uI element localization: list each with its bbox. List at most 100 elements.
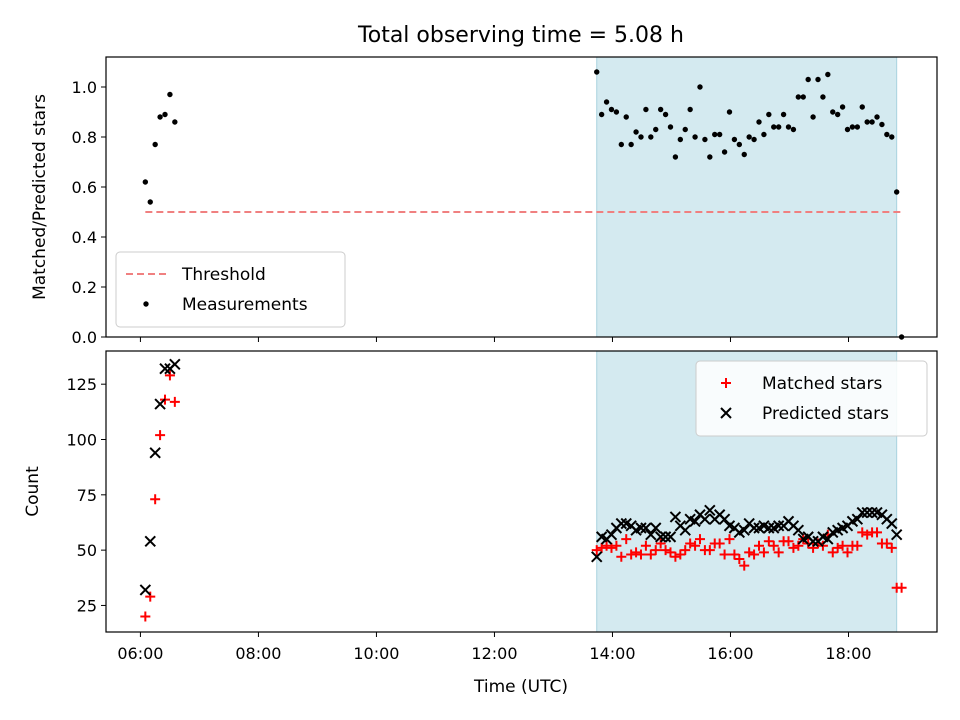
data-point bbox=[694, 534, 705, 545]
data-point bbox=[857, 527, 868, 538]
data-point bbox=[142, 179, 149, 185]
data-point bbox=[810, 114, 816, 120]
y-tick-label: 0.4 bbox=[72, 228, 97, 247]
y-tick-label: 0.8 bbox=[72, 128, 97, 147]
data-point bbox=[884, 131, 890, 138]
y-axis-label: Matched/Predicted stars bbox=[30, 94, 50, 300]
data-point bbox=[699, 513, 711, 525]
data-point bbox=[792, 524, 805, 536]
y-tick-label: 0.2 bbox=[72, 278, 97, 297]
data-point bbox=[753, 540, 764, 551]
data-point bbox=[704, 545, 715, 556]
data-point bbox=[749, 549, 760, 560]
data-point bbox=[790, 126, 797, 133]
data-point bbox=[718, 513, 731, 525]
legend-x-icon bbox=[720, 407, 732, 419]
data-point bbox=[825, 71, 831, 78]
data-point bbox=[729, 549, 740, 560]
data-point bbox=[773, 547, 784, 558]
data-point bbox=[615, 517, 628, 530]
data-point bbox=[738, 524, 750, 536]
y-tick-label: 0.6 bbox=[72, 178, 97, 197]
data-point bbox=[785, 124, 792, 130]
data-point bbox=[714, 538, 725, 549]
data-point bbox=[618, 141, 625, 148]
series-predicted-stars bbox=[139, 358, 903, 596]
y-tick-label: 125 bbox=[66, 375, 97, 394]
data-point bbox=[660, 545, 671, 556]
data-point bbox=[591, 551, 603, 563]
data-point bbox=[854, 124, 861, 130]
data-point bbox=[611, 540, 622, 551]
data-point bbox=[608, 106, 615, 113]
data-point bbox=[635, 549, 646, 560]
series-matched-stars bbox=[140, 370, 907, 622]
data-point bbox=[827, 547, 838, 558]
data-point bbox=[667, 124, 674, 130]
data-point bbox=[645, 549, 656, 560]
legend-dot-icon bbox=[143, 301, 149, 307]
data-point bbox=[150, 494, 161, 505]
data-point bbox=[149, 447, 161, 459]
data-point bbox=[169, 358, 181, 370]
axes-frame bbox=[105, 350, 938, 633]
data-point bbox=[768, 540, 779, 551]
data-point bbox=[601, 540, 612, 551]
data-point bbox=[664, 531, 677, 543]
data-point bbox=[889, 134, 895, 140]
legend: Matched stars Predicted stars bbox=[695, 360, 928, 437]
y-tick-label: 1.0 bbox=[72, 78, 97, 97]
data-point bbox=[692, 134, 698, 140]
data-point bbox=[864, 119, 870, 125]
data-point bbox=[147, 199, 153, 205]
data-point bbox=[665, 547, 676, 558]
y-tick-label: 75 bbox=[77, 486, 97, 505]
data-point bbox=[861, 506, 873, 519]
data-point bbox=[716, 131, 723, 138]
data-point bbox=[763, 522, 775, 534]
data-point bbox=[780, 111, 787, 118]
data-point bbox=[761, 131, 767, 138]
data-point bbox=[839, 104, 846, 110]
data-point bbox=[152, 141, 158, 148]
data-point bbox=[144, 535, 156, 547]
x-axis-label: Time (UTC) bbox=[473, 677, 568, 697]
data-point bbox=[635, 522, 647, 534]
data-point bbox=[680, 545, 691, 556]
data-point bbox=[731, 136, 738, 143]
data-point bbox=[766, 111, 772, 118]
data-point bbox=[626, 549, 637, 560]
data-point bbox=[172, 119, 178, 125]
data-point bbox=[643, 106, 649, 113]
x-tick-label: 16:00 bbox=[707, 644, 753, 663]
data-point bbox=[886, 542, 897, 553]
data-point bbox=[830, 109, 836, 115]
data-point bbox=[650, 522, 662, 534]
x-tick-label: 12:00 bbox=[471, 644, 517, 663]
legend-label: Matched stars bbox=[762, 374, 882, 394]
data-point bbox=[154, 398, 166, 410]
data-point bbox=[139, 584, 152, 596]
data-point bbox=[654, 531, 667, 543]
data-point bbox=[603, 99, 610, 105]
y-tick-label: 0.0 bbox=[72, 328, 97, 347]
data-point bbox=[616, 551, 627, 562]
data-point bbox=[822, 533, 834, 545]
data-point bbox=[690, 540, 701, 551]
data-point bbox=[856, 506, 868, 519]
data-point bbox=[621, 534, 632, 545]
data-point bbox=[751, 136, 757, 143]
legend-label: Threshold bbox=[181, 265, 266, 285]
data-point bbox=[596, 542, 607, 553]
data-point bbox=[598, 111, 605, 118]
data-point bbox=[712, 131, 718, 138]
data-point bbox=[832, 542, 843, 553]
legend-plus-icon bbox=[721, 378, 731, 388]
data-point bbox=[623, 114, 629, 120]
y-tick-label: 100 bbox=[66, 431, 97, 450]
data-point bbox=[657, 106, 664, 113]
observing-span bbox=[596, 56, 898, 338]
data-point bbox=[677, 136, 684, 143]
data-point bbox=[605, 528, 618, 541]
data-point bbox=[689, 515, 701, 528]
